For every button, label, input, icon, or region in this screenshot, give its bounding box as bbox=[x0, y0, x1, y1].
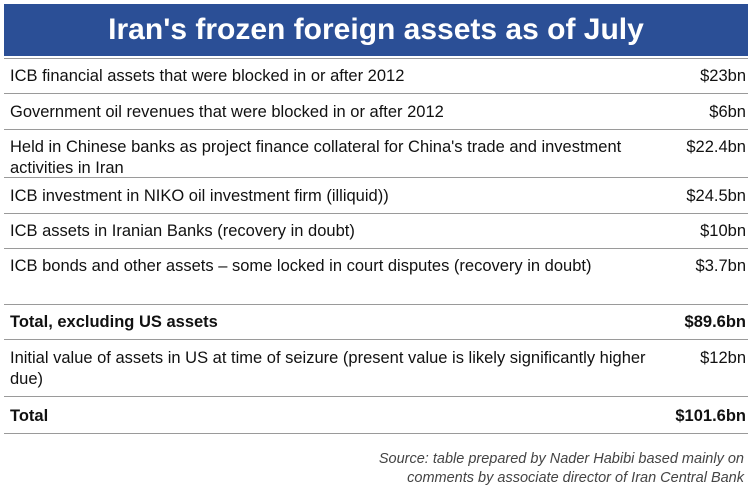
total-row: Total, excluding US assets $89.6bn bbox=[4, 304, 748, 339]
row-label: Government oil revenues that were blocke… bbox=[10, 103, 444, 121]
row-value: $24.5bn bbox=[686, 187, 746, 205]
row-label: ICB investment in NIKO oil investment fi… bbox=[10, 187, 389, 205]
total-row: Total $101.6bn bbox=[4, 396, 748, 434]
table-row: ICB investment in NIKO oil investment fi… bbox=[4, 177, 748, 213]
row-value: $101.6bn bbox=[675, 407, 746, 425]
row-label: ICB financial assets that were blocked i… bbox=[10, 67, 405, 85]
source-note: Source: table prepared by Nader Habibi b… bbox=[378, 451, 744, 486]
title-bar: Iran's frozen foreign assets as of July bbox=[4, 4, 748, 56]
table-row: Initial value of assets in US at time of… bbox=[4, 339, 748, 396]
row-value: $89.6bn bbox=[684, 313, 746, 331]
table-row: ICB assets in Iranian Banks (recovery in… bbox=[4, 213, 748, 248]
table-row: Held in Chinese banks as project finance… bbox=[4, 129, 748, 177]
row-label: Held in Chinese banks as project finance… bbox=[10, 138, 622, 177]
row-value: $22.4bn bbox=[686, 138, 746, 156]
row-label: ICB bonds and other assets – some locked… bbox=[10, 257, 592, 275]
row-value: $12bn bbox=[700, 349, 746, 367]
assets-table: ICB financial assets that were blocked i… bbox=[4, 58, 748, 434]
row-label: Total, excluding US assets bbox=[10, 313, 218, 331]
row-label: Initial value of assets in US at time of… bbox=[10, 349, 646, 388]
chart-title: Iran's frozen foreign assets as of July bbox=[108, 13, 644, 46]
row-value: $3.7bn bbox=[695, 257, 746, 275]
row-value: $6bn bbox=[709, 103, 746, 121]
row-label: Total bbox=[10, 407, 49, 425]
table-row: ICB bonds and other assets – some locked… bbox=[4, 248, 748, 304]
row-value: $23bn bbox=[700, 67, 746, 85]
row-label: ICB assets in Iranian Banks (recovery in… bbox=[10, 222, 355, 240]
row-value: $10bn bbox=[700, 222, 746, 240]
table-row: ICB financial assets that were blocked i… bbox=[4, 58, 748, 93]
table-row: Government oil revenues that were blocke… bbox=[4, 93, 748, 129]
